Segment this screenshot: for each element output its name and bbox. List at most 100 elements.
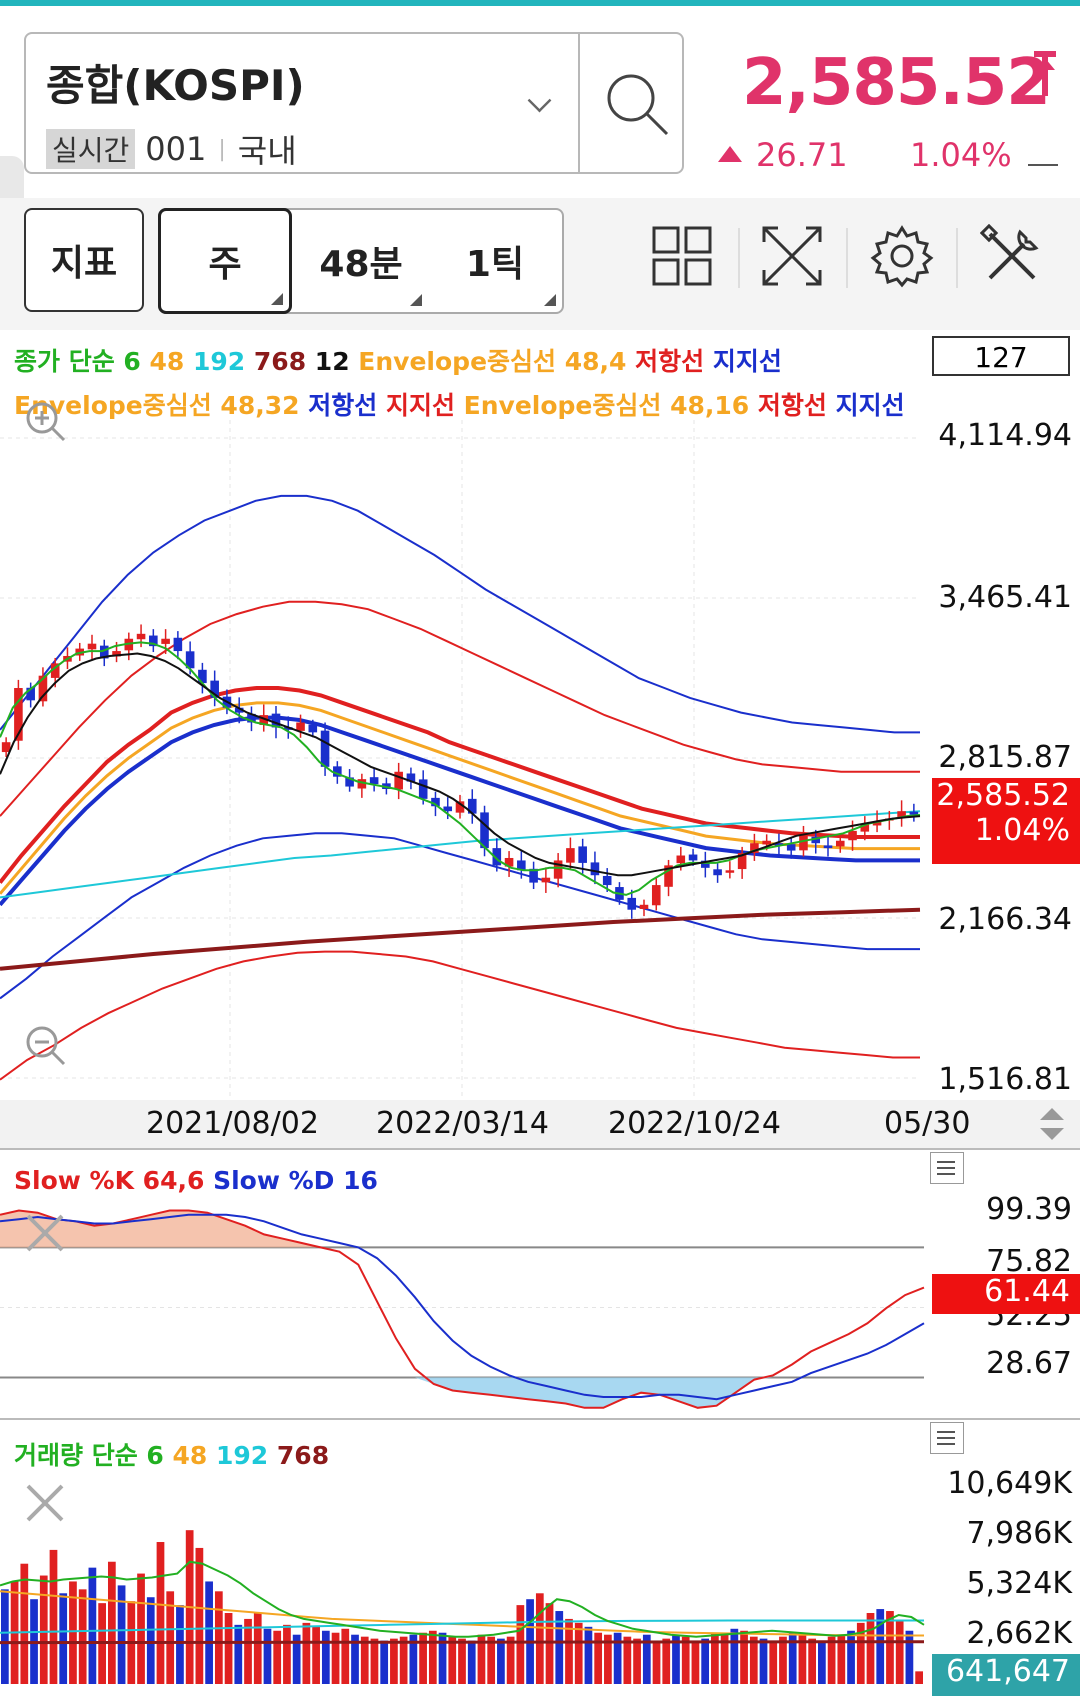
stoch-menu-icon[interactable] <box>930 1152 964 1184</box>
volume-bar <box>244 1618 252 1684</box>
volume-bar <box>662 1638 671 1684</box>
candle-body <box>823 845 833 849</box>
candle-body <box>688 854 698 861</box>
candle-body <box>210 680 219 698</box>
symbol-selector[interactable]: 종합(KOSPI) 실시간 001 | 국내 <box>24 32 684 174</box>
search-icon[interactable] <box>603 70 673 140</box>
chevron-down-icon[interactable] <box>527 88 552 113</box>
candle-body <box>234 707 244 713</box>
volume-bar <box>477 1634 486 1684</box>
volume-bar <box>399 1636 408 1684</box>
volume-bar <box>370 1638 379 1684</box>
current-price-tag-value: 2,585.52 <box>936 778 1070 813</box>
legend-entry: 768 <box>276 1441 330 1470</box>
zoom-in-icon[interactable] <box>22 398 70 446</box>
volume-bar <box>380 1640 389 1684</box>
legend-entry: 192 <box>193 347 254 376</box>
stoch-chart[interactable] <box>0 1200 1080 1420</box>
toolbar: 지표 주 48분 1틱 <box>0 198 1080 330</box>
stoch-current-tag: 61.44 <box>932 1274 1080 1314</box>
legend-entry: 768 <box>253 347 315 376</box>
stoch-y-label: 75.82 <box>986 1244 1072 1279</box>
price-y-label: 2,166.34 <box>938 902 1072 937</box>
period-tick-label: 1틱 <box>465 244 525 285</box>
candle-body <box>418 779 428 799</box>
volume-bar <box>652 1640 661 1684</box>
volume-bar <box>642 1634 651 1684</box>
settings-gear-icon[interactable] <box>870 224 934 288</box>
legend-entry: Envelope중심선 48,16 <box>463 391 758 420</box>
volume-bar <box>69 1581 77 1684</box>
volume-chart[interactable] <box>0 1470 1080 1690</box>
ma48-envelope-lower-line <box>0 715 920 907</box>
volume-bar <box>623 1636 632 1684</box>
volume-bar <box>769 1640 778 1684</box>
volume-bar <box>419 1632 427 1684</box>
realtime-badge: 실시간 <box>46 129 136 169</box>
period-minute-button[interactable]: 48분 <box>294 210 428 312</box>
divider <box>738 228 740 288</box>
market-label: 국내 <box>237 132 297 170</box>
volume-bar <box>195 1547 204 1684</box>
candle-body <box>541 877 551 883</box>
volume-current-tag: 641,647 <box>932 1654 1080 1696</box>
close-icon[interactable] <box>22 1480 68 1526</box>
x-label: 2021/08/02 <box>146 1106 319 1141</box>
indicator-button[interactable]: 지표 <box>24 208 144 312</box>
volume-bar <box>1 1589 9 1684</box>
volume-bar <box>351 1634 359 1684</box>
candle-body <box>431 797 440 807</box>
volume-bar <box>283 1624 291 1684</box>
volume-bar <box>565 1618 573 1684</box>
candle-body <box>786 844 796 851</box>
volume-bar <box>156 1542 165 1684</box>
volume-menu-icon[interactable] <box>930 1422 964 1454</box>
candle-body <box>799 835 808 851</box>
tools-icon[interactable] <box>980 224 1044 288</box>
volume-bar <box>166 1591 175 1684</box>
candle-body <box>185 651 195 669</box>
candle-body <box>308 724 318 733</box>
legend-entry: 48 <box>172 1441 217 1470</box>
candle-body <box>296 722 305 731</box>
volume-bar <box>117 1585 126 1684</box>
volume-bar <box>730 1628 739 1684</box>
volume-bar <box>341 1628 350 1684</box>
candle-body <box>627 897 637 910</box>
price-y-label: 3,465.41 <box>938 580 1072 615</box>
zoom-out-icon[interactable] <box>22 1022 70 1070</box>
candle-body <box>553 860 563 879</box>
period-tick-button[interactable]: 1틱 <box>428 210 562 312</box>
candle-body <box>602 875 612 886</box>
candle-body <box>848 830 857 841</box>
fullscreen-icon[interactable] <box>760 224 824 288</box>
volume-bar <box>759 1638 768 1684</box>
price-chart[interactable] <box>0 420 1080 1100</box>
candle-body <box>271 713 281 728</box>
layout-grid-icon[interactable] <box>650 224 714 288</box>
envelope-16-upper-line <box>0 600 920 817</box>
symbol-subinfo: 실시간 001 | 국내 <box>46 126 297 172</box>
candle-body <box>259 715 269 725</box>
legend-entry: 192 <box>216 1441 277 1470</box>
volume-bar <box>574 1622 583 1684</box>
period-week-button[interactable]: 주 <box>158 208 292 314</box>
divider <box>846 228 848 288</box>
volume-bar <box>720 1634 729 1684</box>
panel-resize-icon[interactable] <box>1038 1104 1066 1144</box>
volume-bar <box>224 1613 233 1684</box>
x-label: 2022/10/24 <box>608 1106 781 1141</box>
close-icon[interactable] <box>22 1210 68 1256</box>
volume-bar <box>681 1636 690 1684</box>
bar-count-box[interactable]: 127 <box>932 336 1070 376</box>
volume-bar <box>292 1634 301 1684</box>
volume-bar <box>331 1632 340 1684</box>
volume-ma6-line <box>0 1560 925 1638</box>
candle-body <box>811 836 821 844</box>
volume-bar <box>448 1636 457 1684</box>
price-y-label: 2,815.87 <box>938 740 1072 775</box>
legend-entry: Slow %K 64,6 <box>14 1166 214 1195</box>
candle-body <box>26 687 35 701</box>
candle-body <box>480 812 489 849</box>
date-axis: 2021/08/02 2022/03/14 2022/10/24 05/30 <box>0 1100 1080 1150</box>
